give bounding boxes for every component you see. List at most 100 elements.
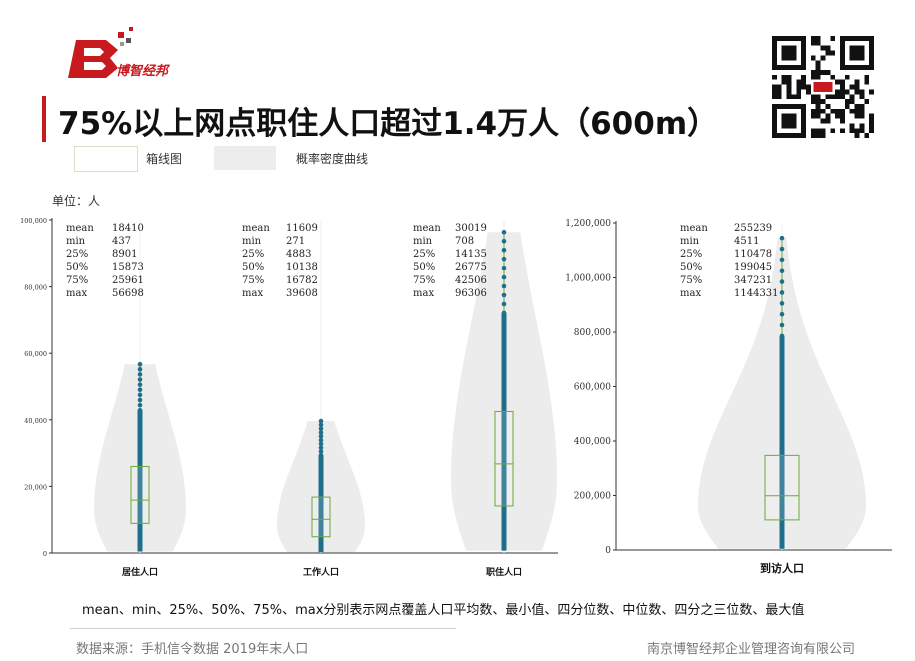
outlier-point bbox=[318, 426, 324, 432]
x-category-label: 到访人口 bbox=[760, 561, 804, 575]
outlier-point bbox=[501, 274, 507, 280]
data-source: 数据来源：手机信令数据 2019年末人口 bbox=[76, 642, 309, 657]
outlier-point bbox=[318, 422, 324, 428]
y-tick-label: 800,000 bbox=[574, 328, 611, 338]
outlier-point bbox=[137, 392, 143, 398]
stat-value: 4883 bbox=[286, 249, 311, 260]
stat-value: 255239 bbox=[734, 223, 772, 234]
outlier-point bbox=[318, 453, 324, 458]
outlier-point bbox=[137, 387, 143, 393]
outlier-point bbox=[501, 310, 507, 316]
stat-value: 110478 bbox=[734, 249, 772, 260]
stat-value: 96306 bbox=[455, 288, 487, 299]
page-title: 75%以上网点职住人口超过1.4万人（600m） bbox=[58, 106, 719, 142]
stat-name: max bbox=[242, 288, 263, 299]
outlier-point bbox=[779, 322, 785, 328]
unit-label: 单位：人 bbox=[52, 194, 101, 208]
outlier-point bbox=[779, 290, 785, 295]
stat-name: 50% bbox=[413, 262, 435, 273]
y-tick-label: 80,000 bbox=[24, 284, 47, 292]
y-tick-label: 1,200,000 bbox=[565, 219, 611, 229]
stat-name: 75% bbox=[680, 275, 702, 286]
stat-name: min bbox=[680, 236, 700, 247]
stat-value: 30019 bbox=[455, 223, 487, 234]
company-logo bbox=[68, 27, 133, 78]
y-tick-label: 1,000,000 bbox=[565, 274, 611, 284]
stat-value: 8901 bbox=[112, 249, 137, 260]
y-tick-label: 0 bbox=[605, 546, 611, 556]
stat-name: 75% bbox=[66, 275, 88, 286]
outlier-point bbox=[501, 238, 507, 244]
points-strip bbox=[501, 312, 507, 551]
outlier-point bbox=[501, 292, 507, 298]
stat-name: max bbox=[66, 288, 87, 299]
stat-name: mean bbox=[680, 223, 708, 234]
box-iqr bbox=[764, 454, 800, 521]
stat-value: 14135 bbox=[455, 249, 487, 260]
outlier-point bbox=[501, 230, 507, 235]
points-strip bbox=[318, 455, 324, 553]
outlier-point bbox=[779, 311, 785, 317]
stat-value: 39608 bbox=[286, 288, 318, 299]
qr-code-icon bbox=[772, 36, 874, 138]
outlier-point bbox=[501, 283, 507, 289]
outlier-point bbox=[137, 382, 143, 387]
points-strip bbox=[779, 335, 785, 549]
outlier-point bbox=[137, 402, 143, 408]
violin-charts: 0 20,000 40,000 60,000 80,000 100,000 mean 1841… bbox=[20, 217, 892, 578]
x-category-label: 工作人口 bbox=[303, 566, 339, 578]
x-category-label: 职住人口 bbox=[486, 566, 522, 578]
outlier-point bbox=[779, 279, 785, 284]
outlier-point bbox=[137, 367, 143, 372]
stat-name: 75% bbox=[413, 275, 435, 286]
outlier-point bbox=[318, 445, 324, 451]
stat-value: 708 bbox=[455, 236, 474, 247]
y-tick-label: 0 bbox=[43, 550, 47, 558]
y-tick-label: 60,000 bbox=[24, 350, 47, 358]
title-accent-bar bbox=[42, 96, 46, 142]
stat-value: 271 bbox=[286, 236, 305, 247]
legend-box-swatch bbox=[74, 146, 138, 172]
outlier-point bbox=[779, 235, 785, 241]
stat-name: max bbox=[680, 288, 701, 299]
box-iqr bbox=[130, 466, 150, 524]
stat-value: 18410 bbox=[112, 223, 144, 234]
stat-value: 26775 bbox=[455, 262, 487, 273]
legend-box-label: 箱线图 bbox=[146, 152, 183, 166]
outlier-point bbox=[501, 256, 507, 262]
outlier-point bbox=[137, 397, 143, 403]
footer-divider bbox=[70, 628, 456, 629]
stats-note: mean、min、25%、50%、75%、max分别表示网点覆盖人口平均数、最小… bbox=[82, 603, 805, 618]
stat-name: mean bbox=[66, 223, 94, 234]
y-tick-label: 400,000 bbox=[574, 437, 611, 447]
stat-name: min bbox=[413, 236, 433, 247]
stat-name: max bbox=[413, 288, 434, 299]
outlier-point bbox=[779, 268, 785, 274]
outlier-point bbox=[501, 301, 507, 307]
stat-value: 16782 bbox=[286, 275, 318, 286]
stat-value: 347231 bbox=[734, 275, 772, 286]
stat-value: 25961 bbox=[112, 275, 144, 286]
box-iqr bbox=[494, 410, 514, 507]
stat-value: 1144331 bbox=[734, 288, 779, 299]
outlier-point bbox=[501, 265, 507, 271]
stat-name: 25% bbox=[66, 249, 88, 260]
y-tick-label: 100,000 bbox=[20, 217, 47, 225]
stat-value: 10138 bbox=[286, 262, 318, 273]
outlier-point bbox=[137, 377, 143, 382]
outlier-point bbox=[318, 430, 324, 435]
stat-name: 50% bbox=[66, 262, 88, 273]
points-strip bbox=[137, 410, 143, 552]
stat-name: 25% bbox=[680, 249, 702, 260]
y-tick-label: 200,000 bbox=[574, 492, 611, 502]
stat-name: 75% bbox=[242, 275, 264, 286]
legend-kde-label: 概率密度曲线 bbox=[296, 152, 369, 166]
stat-value: 437 bbox=[112, 236, 131, 247]
outlier-point bbox=[318, 418, 324, 424]
outlier-point bbox=[779, 333, 785, 339]
outlier-point bbox=[501, 247, 507, 253]
outlier-point bbox=[137, 372, 143, 377]
outlier-point bbox=[318, 449, 324, 454]
stat-value: 42506 bbox=[455, 275, 487, 286]
outlier-point bbox=[318, 434, 324, 439]
